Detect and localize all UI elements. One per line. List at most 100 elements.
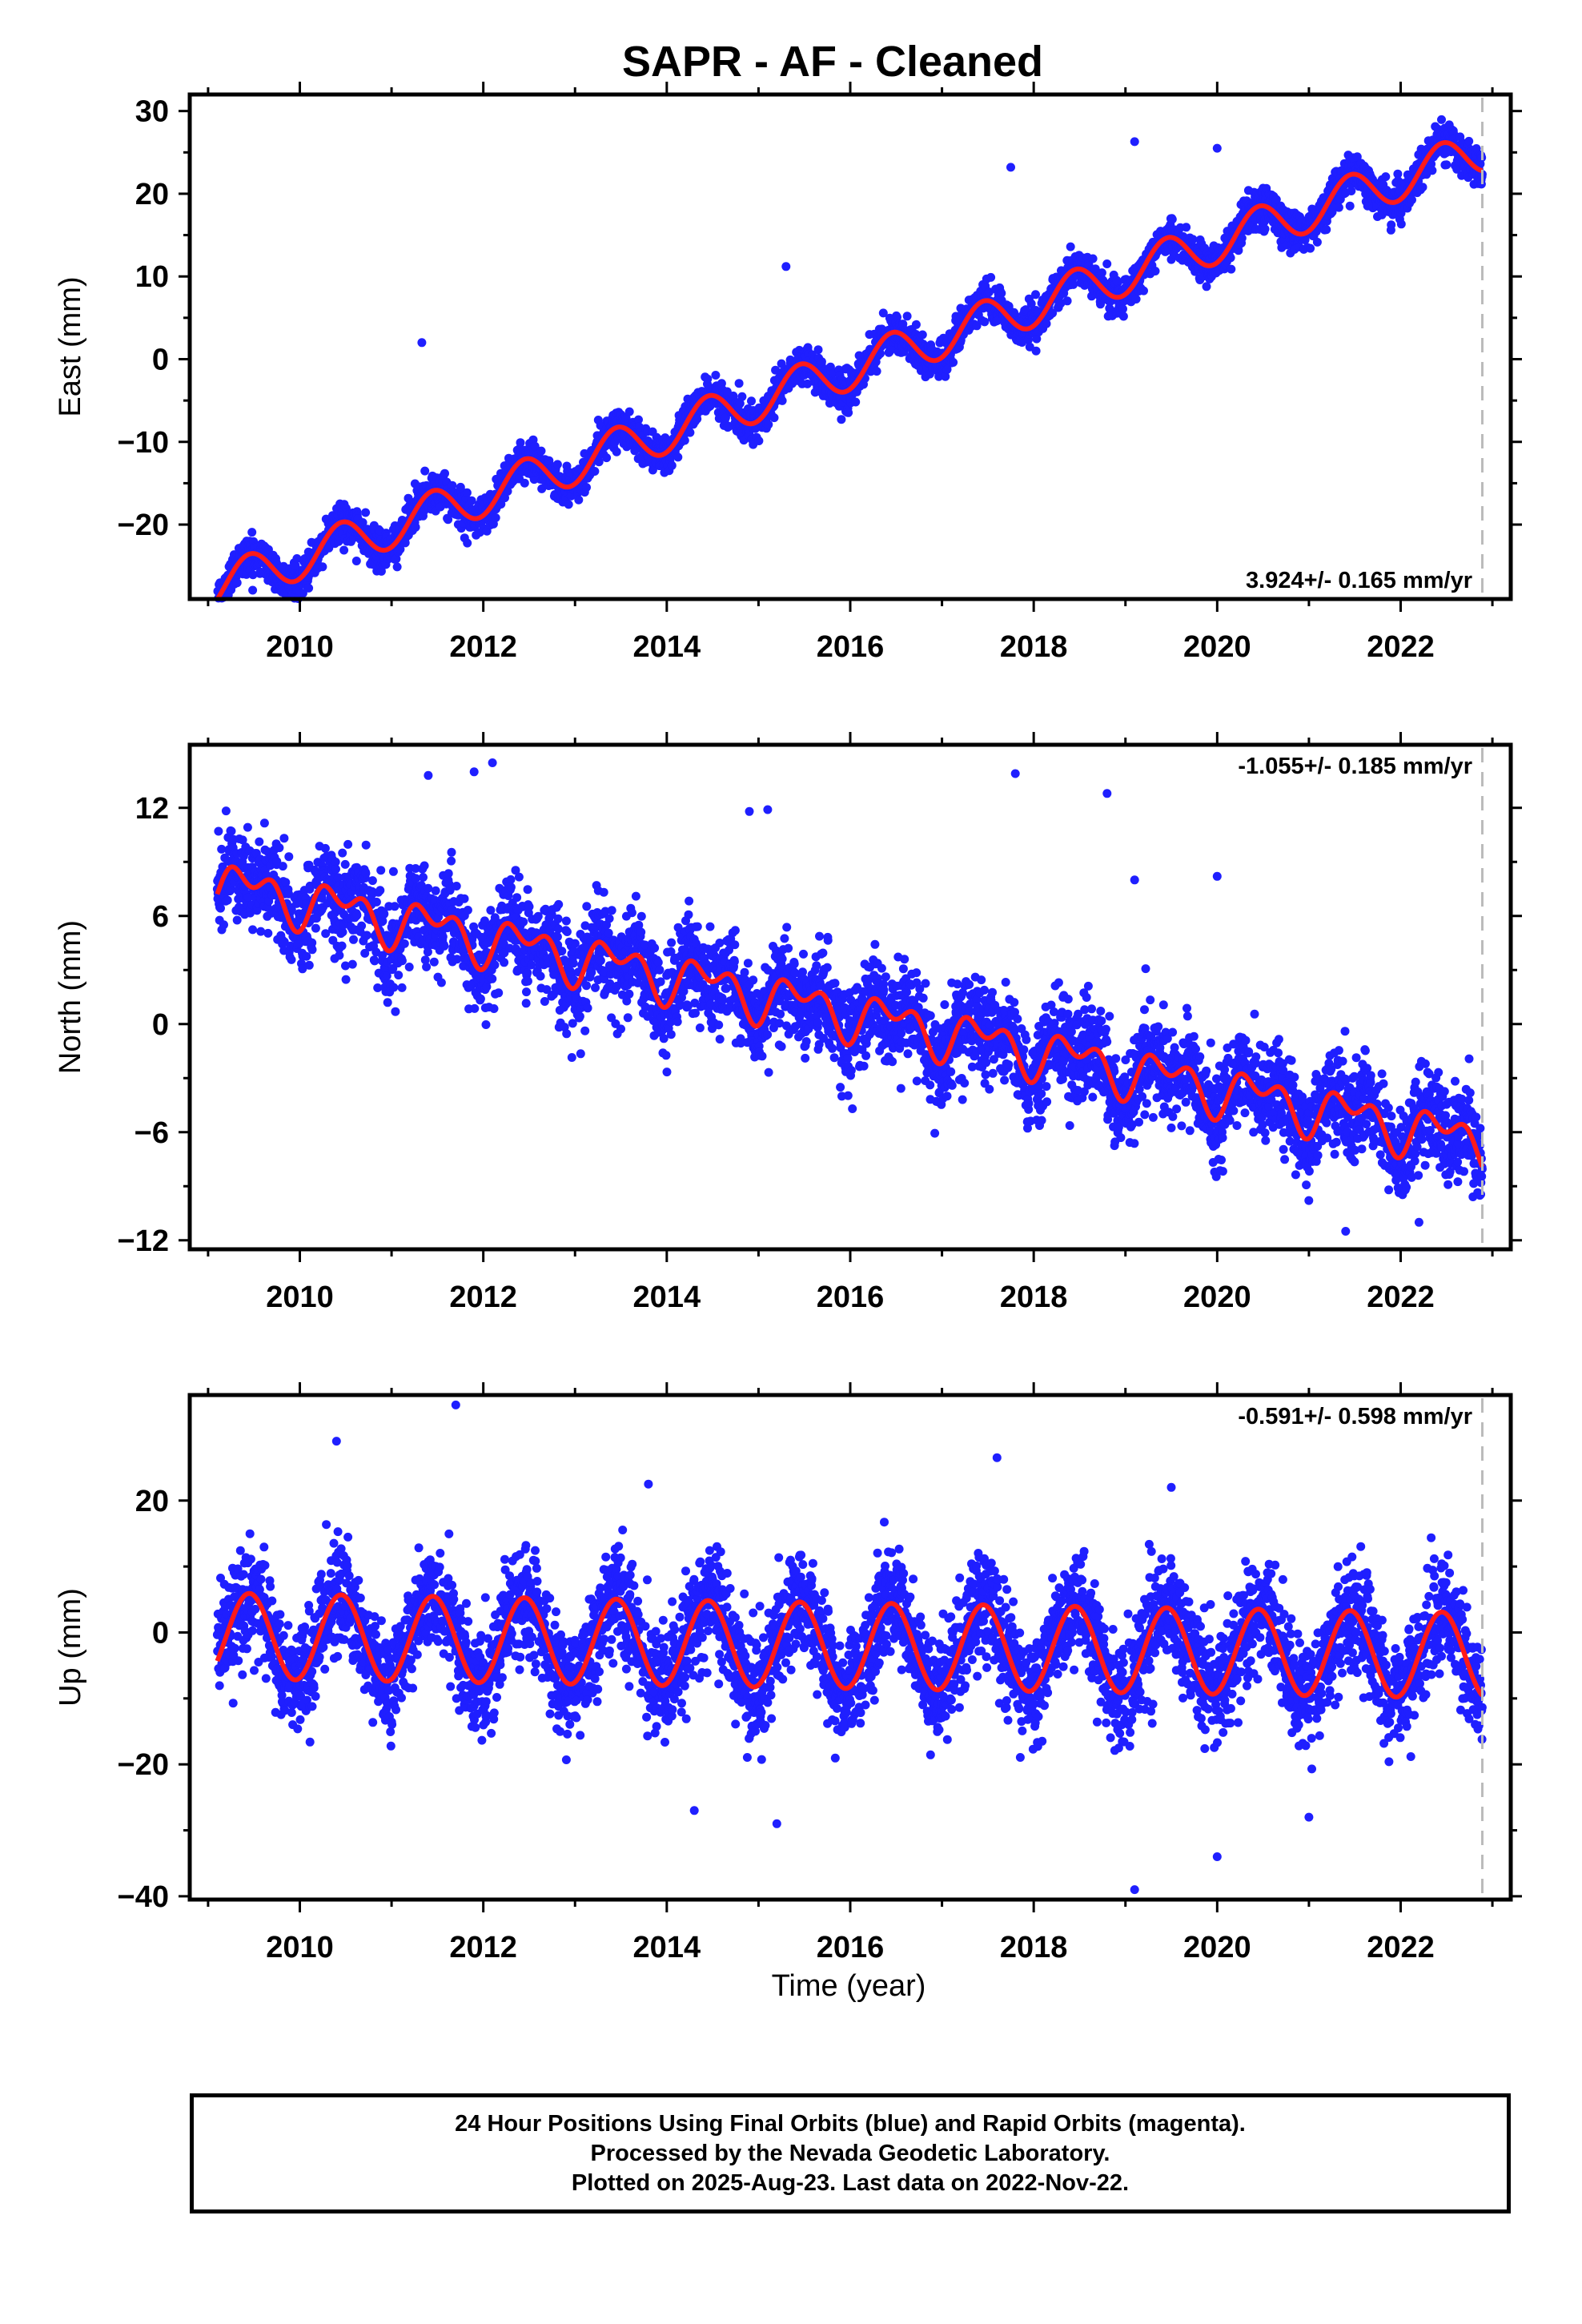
east-data-point	[491, 513, 500, 522]
east-data-point	[734, 379, 744, 388]
east-data-point	[291, 561, 300, 570]
east-data-point	[1345, 201, 1355, 211]
north-data-point	[338, 848, 347, 858]
east-data-point	[837, 415, 846, 424]
east-data-point	[590, 467, 600, 476]
east-data-point	[1088, 254, 1098, 263]
north-data-point	[302, 951, 311, 961]
east-data-point	[777, 396, 787, 405]
east-data-point	[400, 538, 410, 548]
north-data-point	[278, 862, 287, 871]
east-data-point	[462, 488, 472, 497]
east-data-point	[685, 428, 695, 437]
east-data-point	[986, 272, 996, 282]
east-data-point	[667, 460, 677, 470]
north-data-point	[255, 837, 264, 846]
east-y-tick-label: 20	[135, 178, 169, 211]
east-data-point	[536, 446, 546, 456]
east-data-point	[420, 466, 430, 476]
east-data-point	[703, 374, 713, 384]
north-data-point	[227, 826, 236, 836]
north-data-point	[221, 806, 231, 816]
east-data-point	[813, 345, 823, 355]
east-x-tick-label: 2016	[817, 630, 885, 664]
east-rate-label: 3.924+/- 0.165 mm/yr	[1246, 568, 1472, 593]
east-data-point	[564, 500, 573, 509]
east-data-point	[1226, 253, 1235, 263]
east-data-point	[872, 367, 881, 376]
east-data-point	[1260, 224, 1270, 234]
north-data-point	[243, 822, 252, 832]
east-data-point	[1182, 223, 1191, 232]
east-data-point	[980, 317, 990, 327]
north-data-point	[284, 852, 294, 862]
east-data-point	[612, 447, 621, 456]
north-data-point	[259, 818, 269, 828]
north-data-point	[217, 844, 227, 854]
east-data-point	[574, 495, 584, 505]
east-data-point	[1396, 219, 1406, 229]
east-data-point	[318, 562, 327, 572]
chart-title: SAPR - AF - Cleaned	[622, 38, 1043, 86]
north-data-point	[341, 975, 351, 984]
east-x-tick-label: 2022	[1367, 630, 1435, 664]
east-data-point	[911, 320, 921, 329]
east-data-point	[1381, 172, 1391, 182]
east-data-point	[1150, 267, 1160, 275]
east-data-point	[1418, 183, 1427, 192]
east-y-tick-label: −10	[118, 426, 169, 460]
east-data-point	[851, 397, 861, 407]
east-data-point	[1062, 296, 1072, 306]
north-data-point	[248, 925, 258, 935]
east-data-point	[351, 557, 361, 565]
east-plot-frame	[187, 92, 1513, 601]
east-data-point	[1387, 220, 1396, 230]
east-data-point	[552, 460, 562, 469]
north-data-point	[349, 935, 358, 944]
east-data-point	[1066, 242, 1075, 251]
north-data-point	[307, 945, 317, 955]
east-data-point	[520, 478, 529, 488]
east-y-tick-label: −20	[118, 509, 169, 542]
east-data-point	[1442, 160, 1452, 170]
east-data-point	[1031, 346, 1041, 356]
east-data-point	[392, 562, 402, 572]
north-data-point	[340, 859, 350, 869]
north-data-point	[279, 834, 289, 843]
east-data-point	[440, 468, 449, 478]
east-data-point	[361, 508, 371, 517]
east-data-point	[1102, 259, 1112, 268]
east-data-point	[844, 408, 853, 417]
east-outlier-point	[1006, 163, 1015, 172]
east-data-point	[624, 407, 634, 416]
east-y-tick-label: 30	[135, 95, 169, 129]
east-data-point	[1312, 237, 1322, 247]
east-data-point	[747, 396, 756, 406]
east-data-point	[232, 578, 242, 588]
north-data-point	[320, 843, 330, 853]
north-data-point	[311, 923, 320, 933]
north-data-point	[287, 955, 296, 964]
east-data-point	[304, 583, 314, 593]
north-data-point	[223, 895, 232, 905]
east-data-point	[737, 392, 747, 401]
east-data-point	[1227, 264, 1236, 274]
east-data-point	[1118, 312, 1128, 321]
east-data-point	[516, 438, 525, 448]
east-data-point	[444, 515, 453, 525]
east-x-tick-label: 2010	[266, 630, 334, 664]
east-outlier-point	[1212, 143, 1222, 153]
east-data-point	[902, 312, 912, 321]
north-data-point	[357, 921, 367, 931]
east-data-point	[1334, 203, 1343, 212]
east-data-point	[693, 414, 702, 424]
north-data-point	[263, 928, 273, 938]
east-data-point	[1097, 268, 1106, 278]
east-data-point	[396, 545, 405, 554]
north-data-point	[219, 920, 228, 930]
east-data-point	[391, 554, 401, 564]
east-data-point	[1322, 225, 1331, 235]
east-data-point	[673, 452, 683, 462]
east-data-point	[754, 436, 764, 445]
